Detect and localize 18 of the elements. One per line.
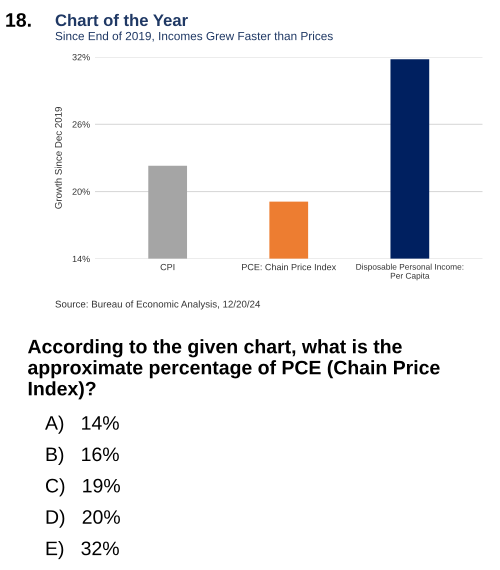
text: 18.: [6, 13, 31, 27]
y-tick-label: 14%: [72, 256, 90, 262]
text: According to the given chart, what is the approximate percentage of PCE (Chain Price Index)?: [28, 339, 440, 400]
text: C) 19%: [46, 478, 120, 496]
text: B) 16%: [46, 446, 119, 466]
x-tick-label: PCE: Chain Price Index: [242, 264, 336, 270]
y-tick-label: 20%: [72, 188, 90, 195]
text: E) 32%: [46, 540, 119, 560]
text: D) 20%: [46, 510, 120, 528]
x-tick-label: Disposable Personal Income: Per Capita: [356, 264, 464, 280]
x-tick-label: CPI: [160, 264, 174, 270]
source-note: Source: Bureau of Economic Analysis, 12/20/24: [55, 300, 260, 310]
chart-title: Chart of the Year: [56, 14, 188, 26]
text: A) 14%: [45, 416, 119, 434]
y-tick-label: 32%: [72, 54, 90, 60]
y-axis-title: Growth Since Dec 2019: [54, 107, 62, 209]
chart-subtitle: Since End of 2019, Incomes Grew Faster than Prices: [56, 32, 333, 42]
y-tick-label: 26%: [72, 121, 90, 128]
